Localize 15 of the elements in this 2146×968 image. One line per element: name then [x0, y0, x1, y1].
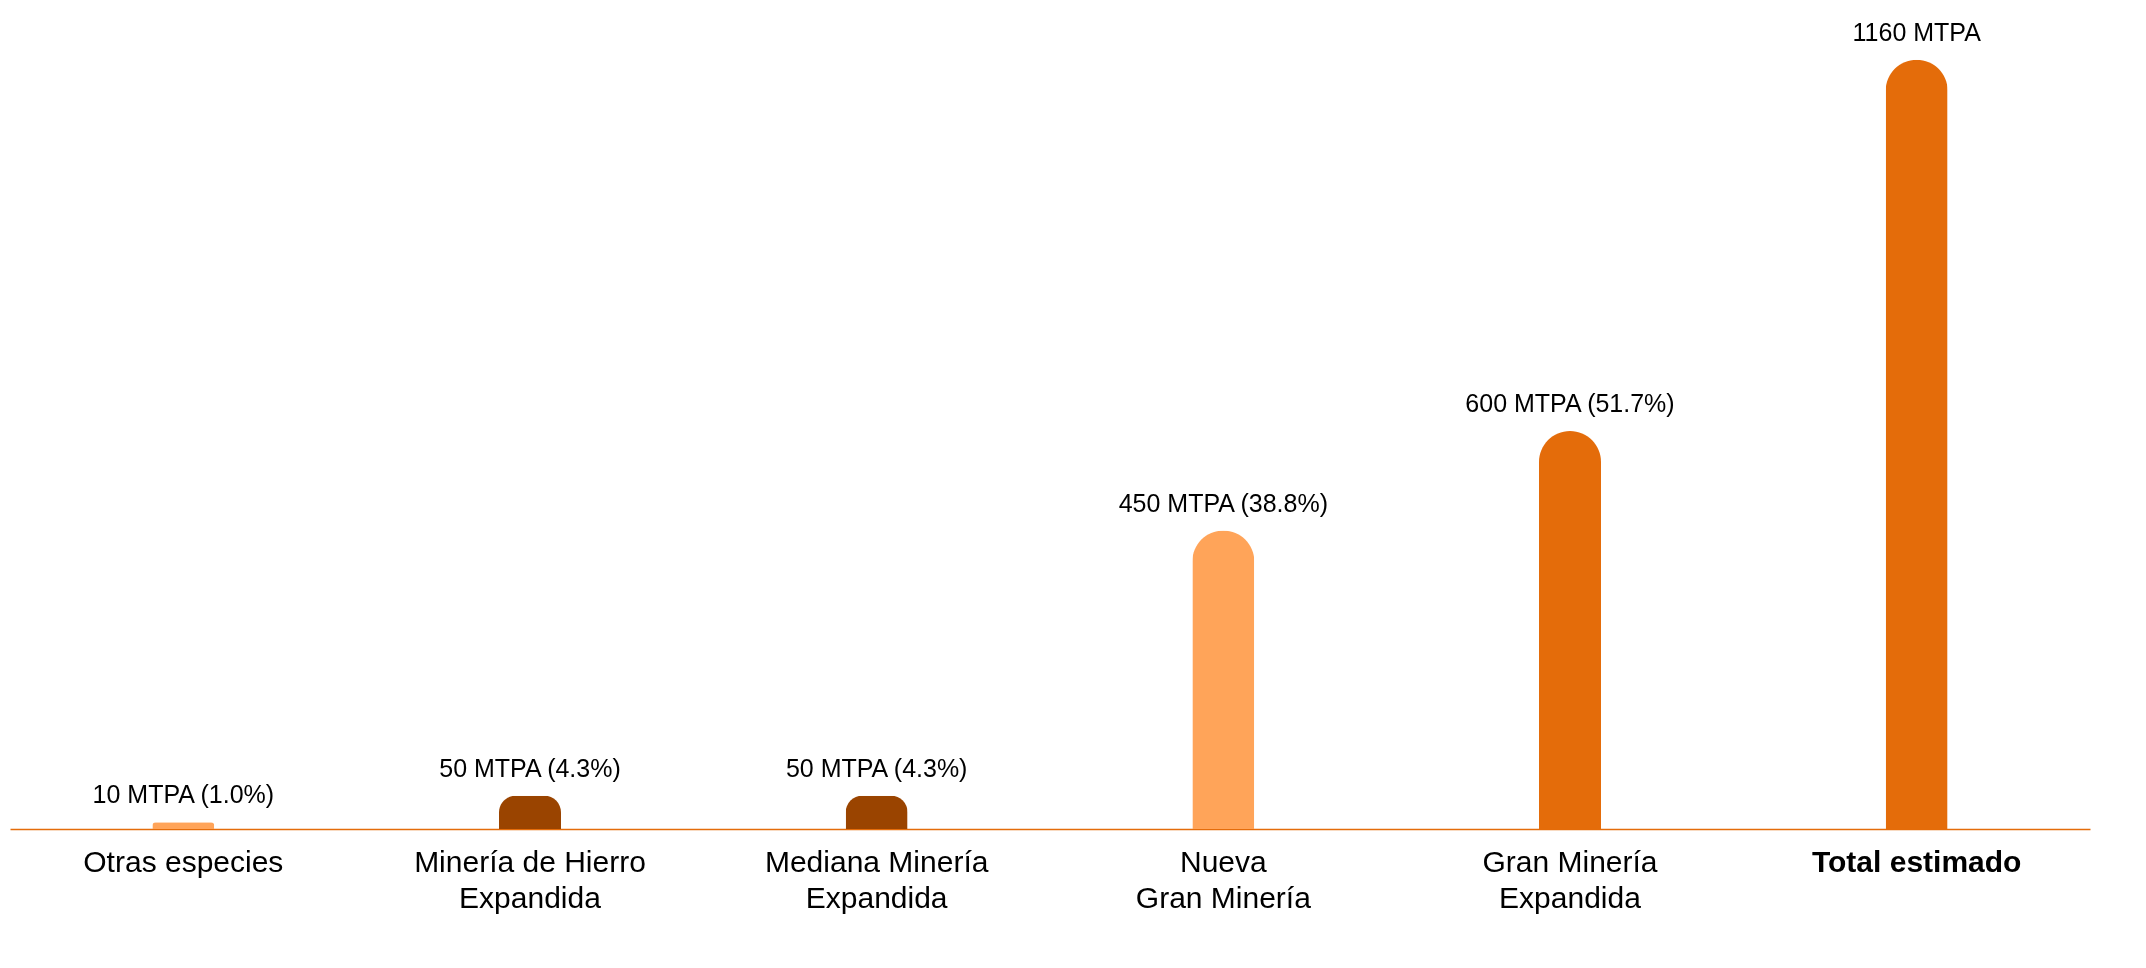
data-label: 50 MTPA (4.3%)	[439, 753, 621, 782]
x-tick-label: Otras especies	[83, 844, 284, 878]
x-tick-label: Gran Minería Expandida	[1482, 844, 1658, 914]
data-label: 450 MTPA (38.8%)	[1118, 488, 1329, 517]
x-tick-label: Total estimado	[1811, 844, 2022, 878]
bar	[1192, 530, 1255, 829]
data-label: 10 MTPA (1.0%)	[92, 780, 275, 809]
x-tick-label: Nueva Gran Minería	[1135, 844, 1312, 914]
x-tick-label: Minería de Hierro Expandida	[414, 844, 646, 914]
bar	[845, 795, 908, 829]
data-label: 600 MTPA (51.7%)	[1465, 389, 1675, 418]
data-label: 50 MTPA (4.3%)	[785, 753, 968, 782]
x-tick-label: Mediana Minería Expandida	[764, 844, 989, 914]
data-label: 1160 MTPA	[1852, 17, 1982, 46]
bar	[499, 795, 561, 829]
